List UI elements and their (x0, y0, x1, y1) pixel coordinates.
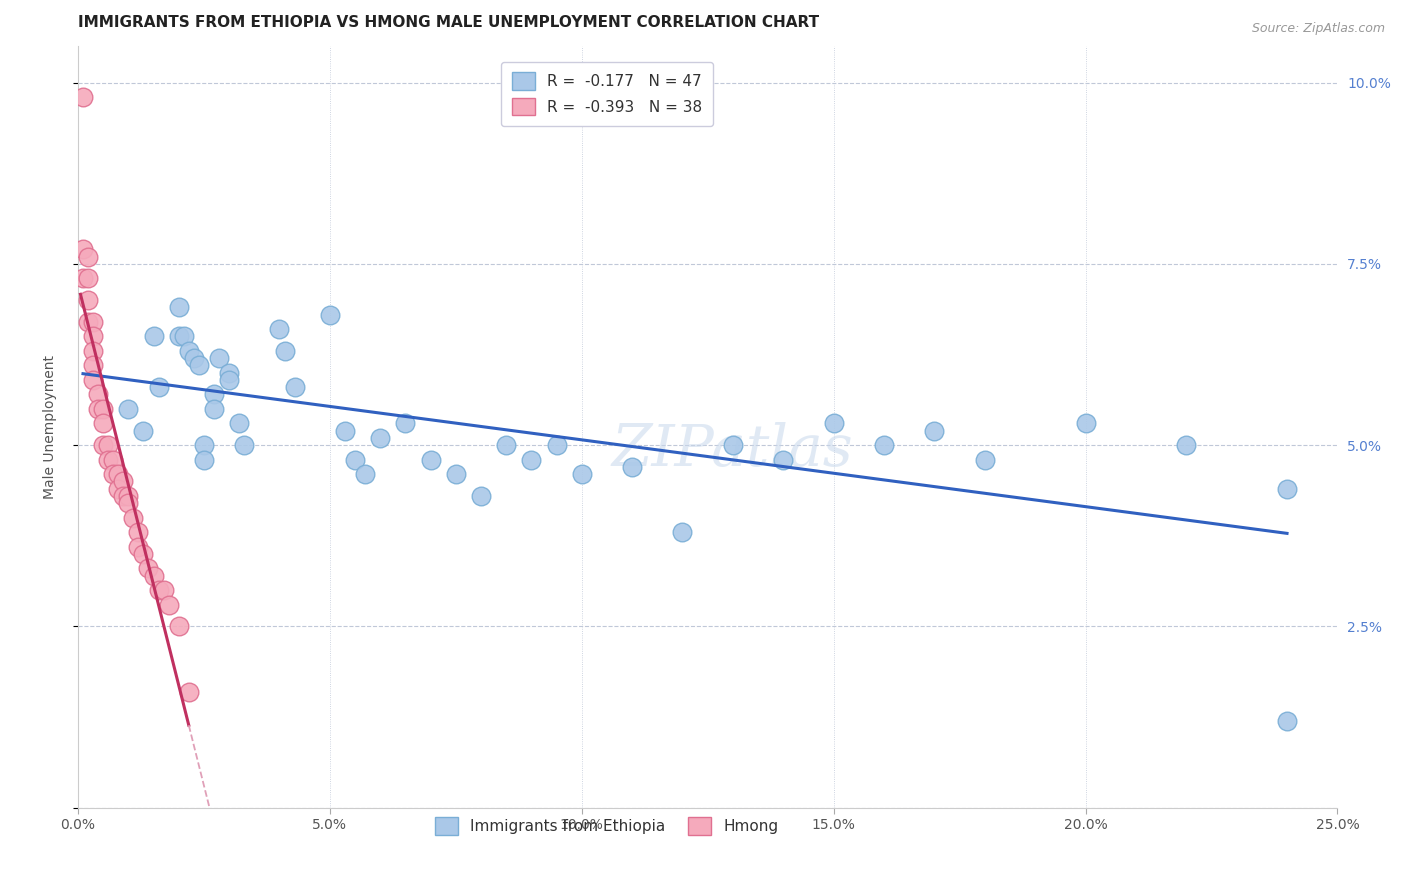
Point (218, 373, 240, 387)
Point (72, 271, 94, 285)
Point (193, 452, 215, 467)
Point (319, 308, 342, 322)
Point (87, 387, 110, 401)
Point (187, 359, 209, 373)
Point (1074, 417, 1097, 431)
Point (97, 438, 120, 452)
Point (419, 452, 441, 467)
Point (228, 417, 250, 431)
Point (621, 460, 644, 475)
Point (873, 438, 896, 452)
Text: IMMIGRANTS FROM ETHIOPIA VS HMONG MALE UNEMPLOYMENT CORRELATION CHART: IMMIGRANTS FROM ETHIOPIA VS HMONG MALE U… (77, 15, 820, 30)
Point (82, 343, 104, 358)
Point (167, 329, 190, 343)
Point (721, 438, 744, 452)
Point (132, 424, 155, 438)
Point (177, 684, 200, 698)
Point (444, 467, 467, 482)
Point (82, 329, 104, 343)
Point (132, 547, 155, 561)
Point (354, 467, 377, 482)
Point (772, 452, 794, 467)
Point (520, 452, 543, 467)
Point (91, 417, 114, 431)
Point (1175, 438, 1198, 452)
Point (394, 417, 416, 431)
Point (103, 452, 125, 467)
Point (1275, 482, 1298, 496)
Point (91, 401, 114, 416)
Point (333, 424, 356, 438)
Point (103, 467, 125, 482)
Point (97, 452, 120, 467)
Point (77, 271, 100, 285)
Point (117, 401, 139, 416)
Point (233, 438, 256, 452)
Point (127, 525, 149, 540)
Point (470, 489, 492, 503)
Point (148, 380, 170, 394)
Point (368, 431, 391, 445)
Point (72, 90, 94, 104)
Point (117, 496, 139, 510)
Point (202, 387, 225, 401)
Point (269, 322, 291, 336)
Point (495, 438, 517, 452)
Point (167, 619, 190, 633)
Point (77, 315, 100, 329)
Point (671, 525, 693, 540)
Point (77, 293, 100, 308)
Legend: Immigrants from Ethiopia, Hmong: Immigrants from Ethiopia, Hmong (425, 806, 789, 846)
Point (208, 351, 231, 366)
Point (127, 540, 149, 554)
Point (218, 366, 240, 380)
Point (173, 329, 195, 343)
Point (284, 380, 307, 394)
Point (1275, 714, 1298, 728)
Point (142, 329, 165, 343)
Point (177, 343, 200, 358)
Point (148, 583, 170, 598)
Point (202, 401, 225, 416)
Point (77, 250, 100, 264)
Point (107, 467, 129, 482)
Point (91, 438, 114, 452)
Point (157, 598, 180, 612)
Point (117, 489, 139, 503)
Point (122, 510, 145, 524)
Point (183, 351, 205, 366)
Y-axis label: Male Unemployment: Male Unemployment (44, 355, 58, 500)
Point (112, 489, 135, 503)
Point (142, 568, 165, 582)
Point (82, 315, 104, 329)
Point (973, 452, 995, 467)
Text: Source: ZipAtlas.com: Source: ZipAtlas.com (1251, 22, 1385, 36)
Point (924, 424, 946, 438)
Point (273, 343, 295, 358)
Point (344, 452, 367, 467)
Point (193, 438, 215, 452)
Point (152, 583, 174, 598)
Point (87, 401, 110, 416)
Text: ZIPatlas: ZIPatlas (612, 422, 853, 478)
Point (82, 373, 104, 387)
Point (82, 359, 104, 373)
Point (72, 243, 94, 257)
Point (112, 475, 135, 489)
Point (167, 301, 190, 315)
Point (823, 417, 845, 431)
Point (107, 482, 129, 496)
Point (138, 561, 160, 575)
Point (571, 467, 593, 482)
Point (546, 438, 568, 452)
